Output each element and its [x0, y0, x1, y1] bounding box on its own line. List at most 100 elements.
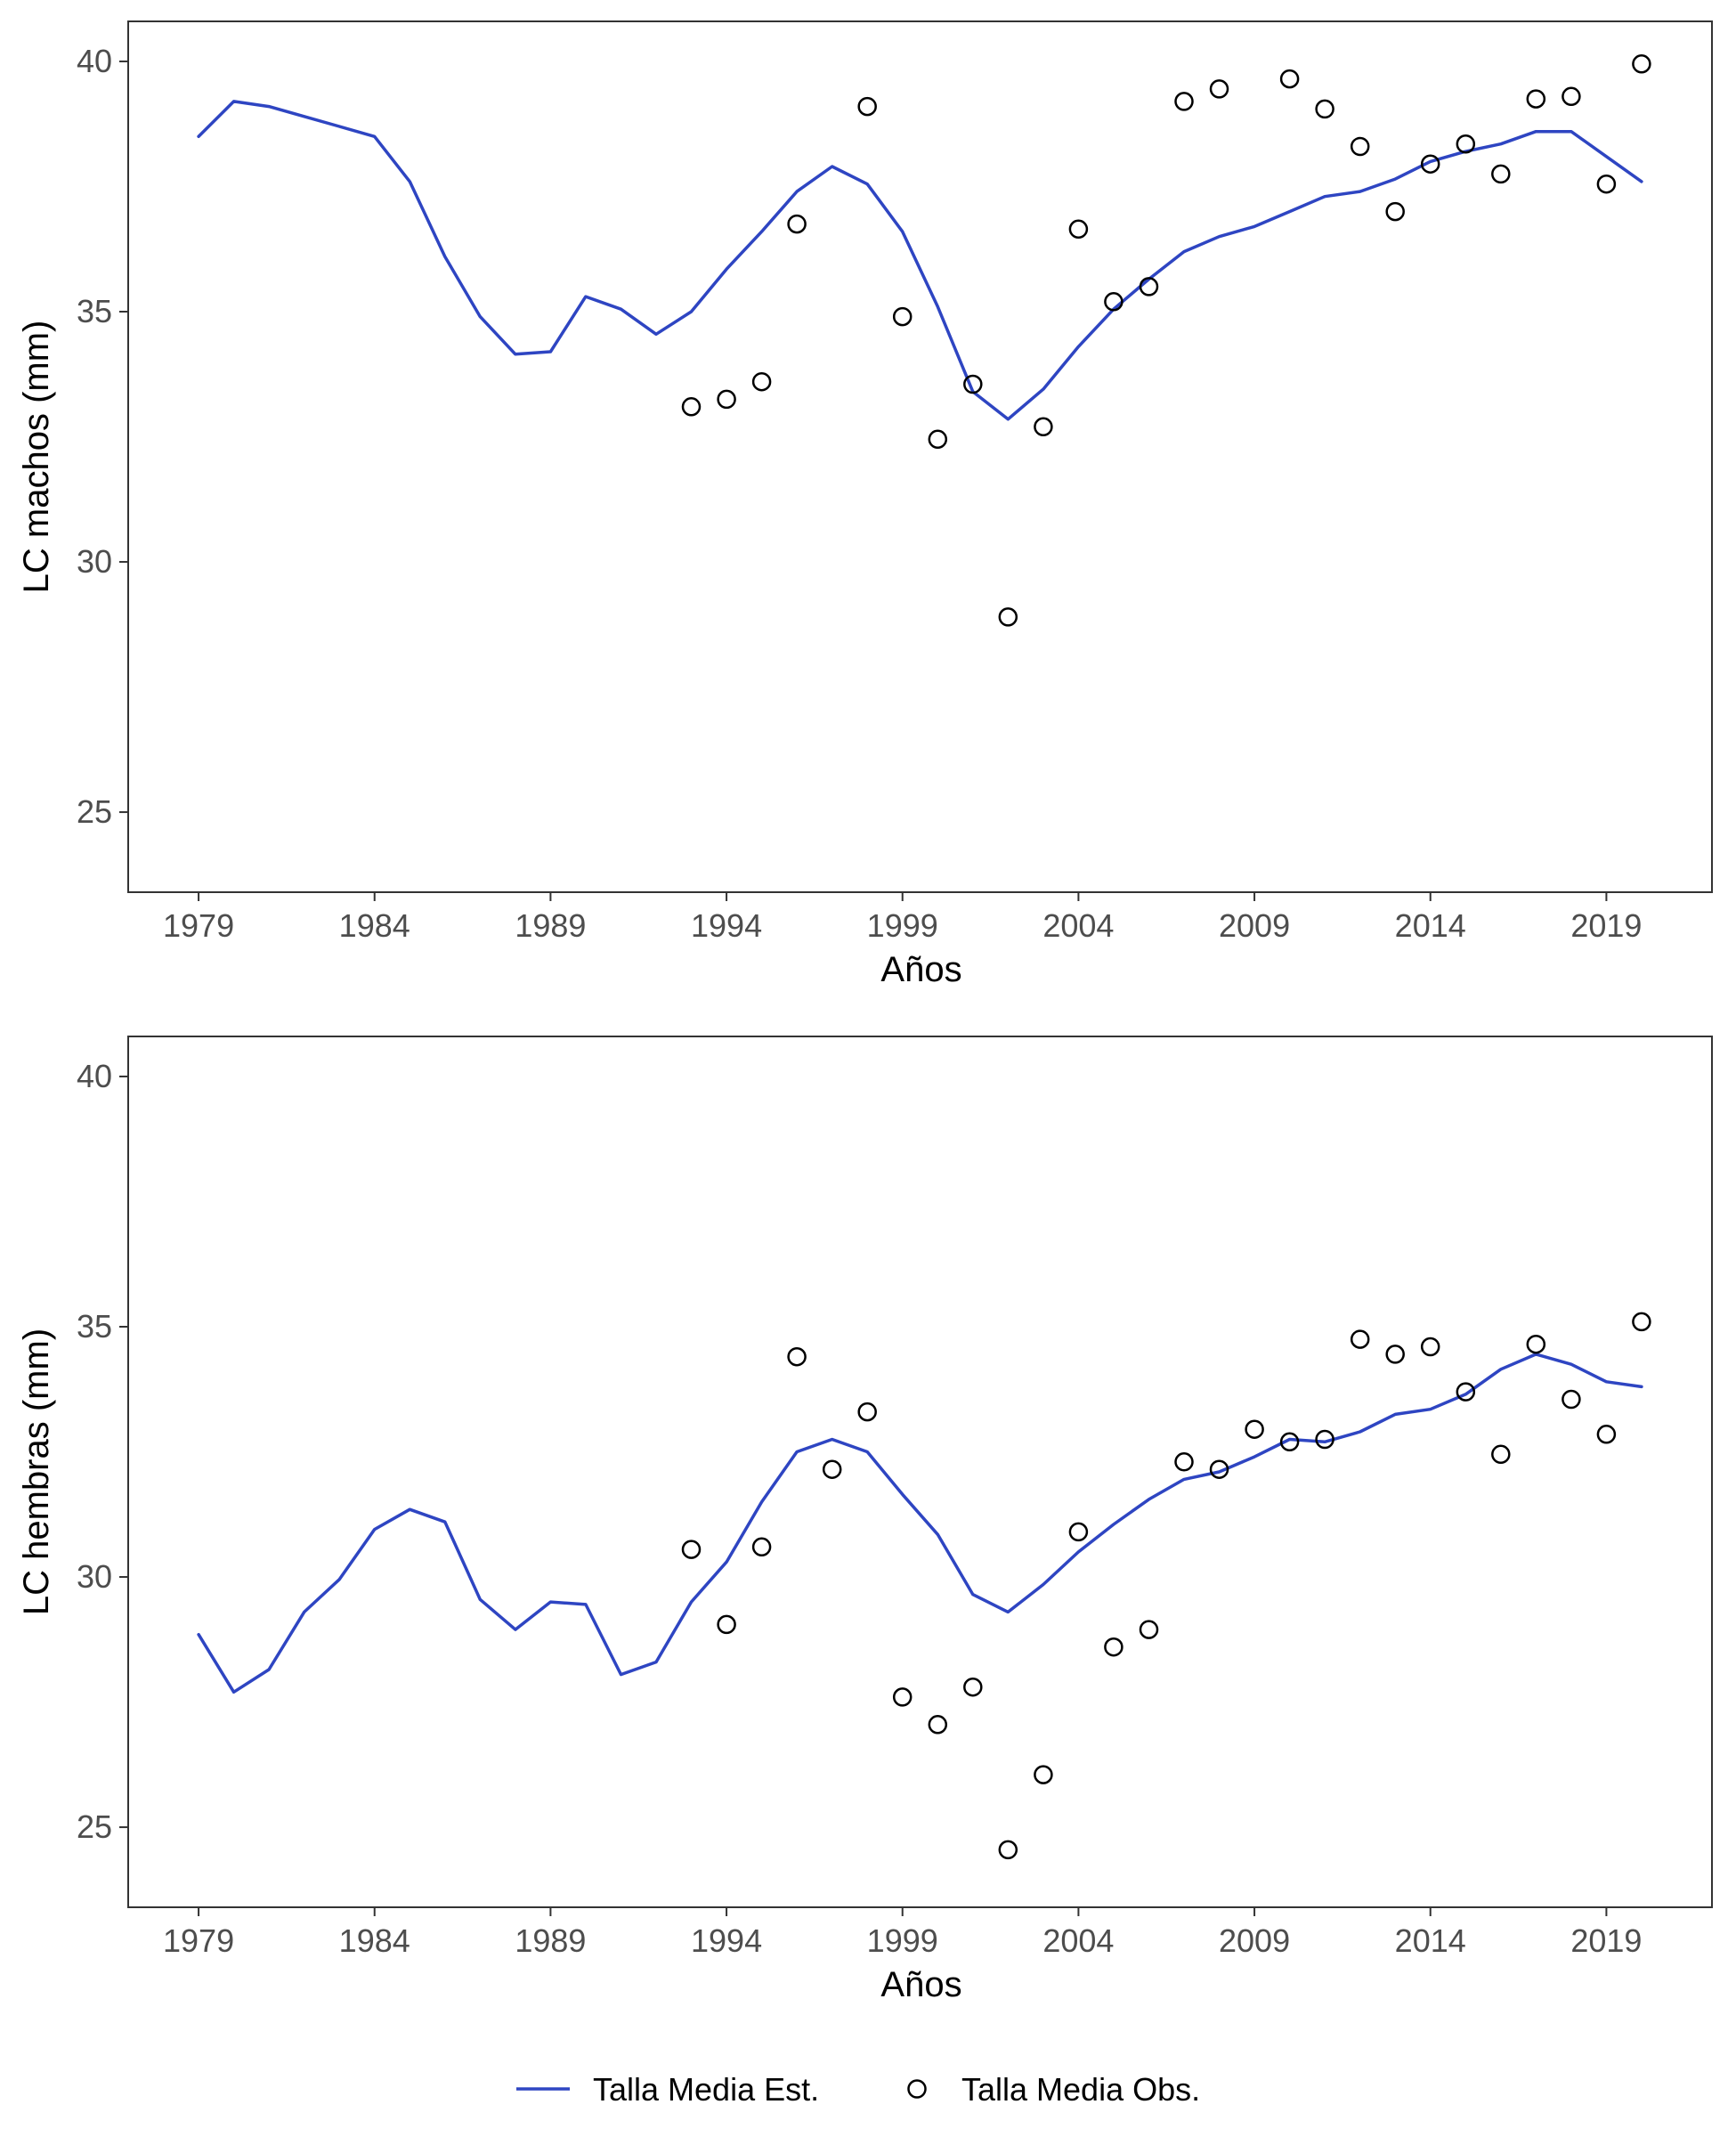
- observed-point-hembras-2012: [1350, 1329, 1370, 1349]
- x-tick-label-machos: 1989: [515, 907, 586, 944]
- x-tick-label-hembras: 1999: [867, 1922, 938, 1959]
- observed-point-machos-2001: [963, 374, 983, 394]
- x-tick-label-hembras: 2004: [1042, 1922, 1114, 1959]
- observed-point-machos-2019: [1596, 174, 1617, 194]
- x-tick-label-machos: 2019: [1570, 907, 1642, 944]
- x-tick-label-machos: 2004: [1042, 907, 1114, 944]
- y-tick-label-hembras: 25: [77, 1808, 112, 1845]
- observed-point-hembras-1997: [822, 1459, 842, 1479]
- observed-point-machos-1993: [681, 397, 702, 417]
- observed-point-machos-1995: [751, 371, 772, 392]
- observed-point-hembras-2010: [1279, 1432, 1300, 1452]
- panel-frame-hembras: [127, 1036, 1713, 1908]
- panel-machos: 25 30 35 40 1979 1984 1989 1994 1999 2004 2009 201…: [17, 20, 1713, 989]
- observed-point-hembras-2013: [1385, 1345, 1405, 1364]
- legend-circle-swatch: [907, 2079, 927, 2099]
- observed-point-hembras-2018: [1562, 1389, 1581, 1410]
- observed-point-hembras-2014: [1420, 1337, 1440, 1357]
- y-tick-label-hembras: 35: [77, 1308, 112, 1345]
- x-tick-label-machos: 1984: [339, 907, 410, 944]
- x-tick-label-machos: 1999: [867, 907, 938, 944]
- x-tick-label-hembras: 1989: [515, 1922, 586, 1959]
- x-axis-ticks-hembras: 1979 1984 1989 1994 1999 2004 2009 2014 2019: [163, 1907, 1642, 1959]
- observed-point-hembras-2007: [1174, 1452, 1194, 1472]
- observed-point-machos-1998: [857, 96, 877, 117]
- observed-point-hembras-1999: [892, 1687, 913, 1707]
- y-axis-ticks-hembras: 25 30 35 40: [77, 1058, 128, 1845]
- observed-point-machos-1999: [892, 306, 913, 327]
- observed-point-hembras-1994: [717, 1614, 736, 1635]
- x-tick-label-hembras: 2014: [1395, 1922, 1466, 1959]
- observed-point-hembras-2020: [1632, 1312, 1651, 1332]
- observed-point-hembras-2015: [1456, 1382, 1476, 1402]
- x-axis-ticks-machos: 1979 1984 1989 1994 1999 2004 2009 2014 2019: [163, 892, 1642, 944]
- observed-point-machos-2011: [1315, 99, 1334, 119]
- observed-point-machos-2012: [1350, 136, 1370, 157]
- observed-point-hembras-2008: [1209, 1459, 1229, 1479]
- observed-point-machos-2002: [998, 607, 1018, 627]
- observed-point-machos-2017: [1526, 89, 1546, 109]
- observed-point-machos-2006: [1139, 277, 1159, 297]
- observed-point-hembras-2003: [1034, 1765, 1053, 1784]
- observed-point-hembras-2011: [1315, 1429, 1334, 1450]
- observed-point-hembras-2019: [1596, 1425, 1617, 1444]
- x-tick-label-hembras: 1979: [163, 1922, 234, 1959]
- observed-point-machos-2016: [1491, 164, 1511, 184]
- observed-point-hembras-1995: [751, 1537, 772, 1557]
- y-tick-label-machos: 40: [77, 43, 112, 79]
- observed-point-machos-2015: [1456, 134, 1476, 154]
- observed-point-machos-1996: [787, 214, 807, 234]
- legend-label-observed: Talla Media Obs.: [961, 2071, 1200, 2108]
- series-line-estimated-hembras: [197, 1353, 1643, 1694]
- observed-point-hembras-1993: [681, 1540, 702, 1559]
- y-axis-title-machos: LC machos (mm): [17, 321, 56, 594]
- y-tick-label-machos: 35: [77, 293, 112, 329]
- x-axis-title-machos: Años: [880, 950, 961, 989]
- plot-area-hembras: [197, 1312, 1651, 1860]
- observed-point-machos-1994: [717, 389, 736, 410]
- x-tick-label-hembras: 1994: [691, 1922, 762, 1959]
- observed-point-machos-2008: [1209, 79, 1229, 99]
- legend: Talla Media Est. Talla Media Obs.: [516, 2071, 1200, 2108]
- observed-point-machos-2018: [1562, 86, 1581, 107]
- observed-point-machos-2020: [1632, 54, 1651, 74]
- observed-point-hembras-2016: [1491, 1444, 1511, 1465]
- y-tick-label-machos: 30: [77, 543, 112, 580]
- x-tick-label-machos: 2009: [1219, 907, 1290, 944]
- x-tick-label-machos: 1994: [691, 907, 762, 944]
- observed-point-machos-2005: [1104, 292, 1124, 312]
- panel-frame-machos: [127, 20, 1713, 893]
- observed-point-machos-2000: [928, 429, 948, 450]
- x-axis-title-hembras: Años: [880, 1965, 961, 2004]
- x-tick-label-hembras: 2019: [1570, 1922, 1642, 1959]
- y-tick-label-hembras: 40: [77, 1058, 112, 1094]
- observed-point-hembras-2002: [998, 1840, 1018, 1860]
- observed-point-machos-2007: [1174, 92, 1194, 111]
- observed-point-hembras-1998: [857, 1402, 877, 1422]
- observed-point-machos-2010: [1279, 69, 1300, 89]
- panel-hembras: 25 30 35 40 1979 1984 1989 1994 1999 2004 2009 201…: [17, 1036, 1713, 2004]
- observed-point-machos-2004: [1068, 219, 1089, 240]
- plot-area-machos: [197, 54, 1651, 627]
- observed-point-hembras-2000: [928, 1715, 948, 1735]
- legend-label-estimated: Talla Media Est.: [593, 2071, 819, 2108]
- x-tick-label-hembras: 1984: [339, 1922, 410, 1959]
- observed-point-machos-2003: [1034, 417, 1053, 437]
- observed-point-hembras-2009: [1245, 1419, 1264, 1439]
- observed-point-hembras-2017: [1526, 1334, 1546, 1354]
- y-tick-label-hembras: 30: [77, 1558, 112, 1595]
- y-axis-title-hembras: LC hembras (mm): [17, 1329, 56, 1615]
- observed-point-machos-2013: [1385, 201, 1405, 222]
- observed-point-hembras-2004: [1068, 1522, 1089, 1542]
- observed-point-machos-2014: [1420, 154, 1440, 174]
- x-tick-label-machos: 1979: [163, 907, 234, 944]
- observed-point-hembras-2001: [963, 1677, 983, 1697]
- observed-point-hembras-2005: [1104, 1637, 1124, 1657]
- x-tick-label-hembras: 2009: [1219, 1922, 1290, 1959]
- observed-point-hembras-1996: [787, 1346, 807, 1367]
- series-line-estimated-machos: [197, 100, 1643, 421]
- y-axis-ticks-machos: 25 30 35 40: [77, 43, 128, 830]
- observed-point-hembras-2006: [1139, 1620, 1159, 1639]
